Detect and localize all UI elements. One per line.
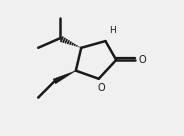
Text: H: H [109, 26, 116, 35]
Polygon shape [53, 71, 76, 84]
Text: O: O [139, 55, 146, 65]
Text: O: O [98, 83, 105, 93]
